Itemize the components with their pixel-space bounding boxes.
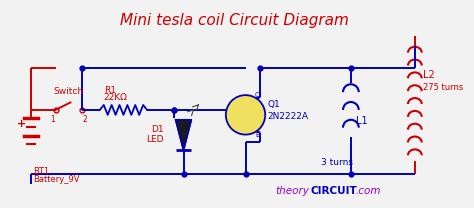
Text: CIRCUIT: CIRCUIT (310, 186, 357, 196)
Text: BT1: BT1 (33, 167, 49, 176)
Text: L1: L1 (356, 116, 367, 126)
Text: 22KΩ: 22KΩ (104, 93, 128, 102)
Text: C: C (255, 92, 260, 98)
Text: L2: L2 (423, 70, 435, 80)
Text: Battery_9V: Battery_9V (33, 175, 79, 184)
Text: Mini tesla coil Circuit Diagram: Mini tesla coil Circuit Diagram (120, 13, 349, 28)
Text: R1: R1 (104, 86, 116, 95)
Text: .com: .com (356, 186, 381, 196)
Text: LED: LED (146, 135, 164, 144)
Text: B: B (228, 108, 233, 114)
Text: Switch: Switch (53, 87, 83, 96)
Text: +: + (17, 119, 26, 129)
Text: 2N2222A: 2N2222A (267, 112, 308, 121)
Text: 1: 1 (50, 115, 55, 124)
Text: 3 turns: 3 turns (321, 158, 353, 167)
Text: 275 turns: 275 turns (423, 83, 463, 92)
Text: E: E (255, 132, 260, 137)
Text: D1: D1 (151, 125, 164, 134)
Polygon shape (176, 120, 191, 150)
Text: Q1: Q1 (267, 100, 280, 109)
Text: 2: 2 (82, 115, 87, 124)
Circle shape (226, 95, 265, 135)
Text: theory: theory (275, 186, 309, 196)
